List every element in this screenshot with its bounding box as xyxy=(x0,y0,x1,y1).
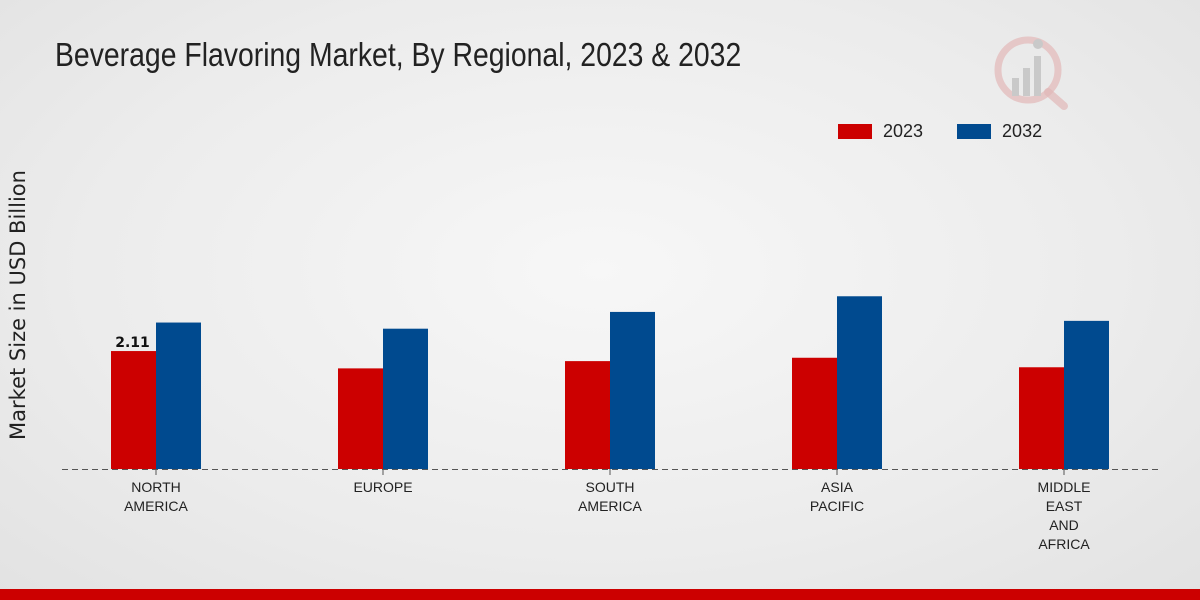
legend: 2023 2032 xyxy=(838,121,1076,142)
legend-swatch-2032 xyxy=(957,124,992,139)
bar-2032-3 xyxy=(837,296,882,469)
bar-2023-2 xyxy=(565,361,610,469)
bar-2032-4 xyxy=(1064,320,1109,469)
brand-logo-icon xyxy=(994,36,1068,110)
bar-2032-2 xyxy=(610,311,655,469)
x-tick-label-1: EUROPE xyxy=(353,479,412,495)
bar-2023-3 xyxy=(792,357,837,469)
chart-title: Beverage Flavoring Market, By Regional, … xyxy=(55,36,742,73)
bar-2023-4 xyxy=(1019,367,1064,469)
x-tick-label-3: ASIA PACIFIC xyxy=(810,479,864,514)
footer-bar xyxy=(0,589,1200,600)
data-label-0-0: 2.11 xyxy=(115,335,150,351)
x-tick-label-0: NORTH AMERICA xyxy=(124,479,188,514)
bar-2032-0 xyxy=(156,322,201,469)
bar-2023-1 xyxy=(338,368,383,469)
legend-item-2032: 2032 xyxy=(957,121,1042,142)
x-tick-label-4: MIDDLE EAST AND AFRICA xyxy=(1038,479,1091,552)
x-tick-label-2: SOUTH AMERICA xyxy=(578,479,642,514)
bar-2023-0 xyxy=(111,351,156,469)
legend-swatch-2023 xyxy=(838,124,872,139)
legend-label-2032: 2032 xyxy=(1002,121,1043,141)
legend-item-2023: 2023 xyxy=(838,121,923,142)
bar-2032-1 xyxy=(383,328,428,469)
legend-label-2023: 2023 xyxy=(883,121,924,141)
